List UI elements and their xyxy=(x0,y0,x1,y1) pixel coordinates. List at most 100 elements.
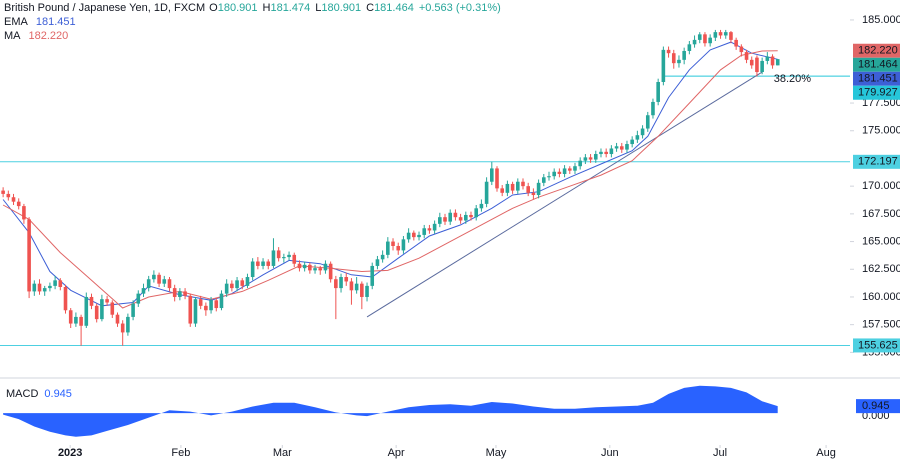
candle-body xyxy=(427,228,432,231)
ema-price-tag xyxy=(853,71,900,86)
macd-tag-label: 0.945 xyxy=(862,400,890,412)
ohlc-letter: H xyxy=(263,2,271,14)
x-tick-label: Jun xyxy=(601,447,619,459)
close-price-tag xyxy=(853,57,900,72)
moving-average-line xyxy=(2,41,778,307)
candle-body xyxy=(89,296,94,306)
candle-body xyxy=(593,154,598,160)
candle-body xyxy=(42,288,47,292)
candle-body xyxy=(666,49,671,54)
candle-body xyxy=(360,283,364,297)
candle-body xyxy=(661,49,666,82)
candle-body xyxy=(68,310,73,324)
candle-body xyxy=(604,151,608,155)
y-tick-label: 160.000 xyxy=(862,291,900,303)
candle-body xyxy=(562,168,567,174)
candle-body xyxy=(723,32,728,36)
candle-body xyxy=(152,274,156,280)
candle-body xyxy=(344,277,349,282)
x-tick-label: 2023 xyxy=(58,447,82,459)
candle-body xyxy=(204,305,208,311)
macd-legend: MACD 0.945 xyxy=(6,388,72,400)
x-tick-label: Aug xyxy=(816,447,836,459)
ma-price-tag-label: 182.220 xyxy=(858,45,898,57)
fib-label: 38.20% xyxy=(774,73,812,85)
candle-body xyxy=(230,283,234,289)
candle-body xyxy=(526,186,530,193)
candle-body xyxy=(567,168,572,171)
candle-body xyxy=(760,60,764,73)
x-tick-label: May xyxy=(486,447,507,459)
candle-body xyxy=(250,261,255,278)
candle-body xyxy=(692,39,697,45)
candle-body xyxy=(354,283,359,291)
change-value: +0.563 (+0.31%) xyxy=(419,2,501,14)
candle-body xyxy=(219,293,224,309)
candle-body xyxy=(105,299,109,303)
candle-body xyxy=(541,177,546,183)
candle-body xyxy=(458,217,463,221)
candle-body xyxy=(770,56,775,66)
candle-body xyxy=(609,148,614,155)
candle-body xyxy=(391,241,395,246)
candle-body xyxy=(417,234,421,238)
ohlc-value: 181.464 xyxy=(374,2,414,14)
candle-body xyxy=(162,279,167,284)
candle-body xyxy=(599,151,603,155)
candle-body xyxy=(619,146,624,150)
candle-body xyxy=(271,250,276,266)
macd-area xyxy=(3,385,778,437)
candle-body xyxy=(245,277,250,286)
indicator-value: 182.220 xyxy=(29,30,69,42)
candle-body xyxy=(775,59,780,66)
candle-body xyxy=(16,201,21,207)
candle-body xyxy=(58,280,63,287)
candle-body xyxy=(422,228,427,235)
candle-body xyxy=(32,283,37,292)
ohlc-value: 180.901 xyxy=(321,2,361,14)
candle-body xyxy=(178,291,182,297)
candle-body xyxy=(578,160,582,167)
macd-tag xyxy=(856,399,900,414)
ohlc-letter: L xyxy=(315,2,321,14)
candle-body xyxy=(469,214,473,218)
symbol-title: British Pound / Japanese Yen, 1D, FXCM xyxy=(4,2,205,14)
ohlc-value: 180.901 xyxy=(218,2,258,14)
ohlc-value: 181.474 xyxy=(270,2,310,14)
candle-body xyxy=(328,263,333,280)
candle-body xyxy=(37,283,42,292)
y-tick-label: 185.000 xyxy=(862,14,900,26)
candle-body xyxy=(115,314,120,324)
candle-body xyxy=(256,261,260,266)
candle-body xyxy=(755,57,759,73)
candle-body xyxy=(266,261,271,266)
candle-body xyxy=(718,32,723,36)
candle-body xyxy=(370,265,375,286)
candle-body xyxy=(74,316,78,324)
candle-body xyxy=(297,263,302,269)
candle-body xyxy=(682,50,686,60)
candle-body xyxy=(640,128,645,136)
ema-price-tag-label: 181.451 xyxy=(858,73,898,85)
chart-legend: British Pound / Japanese Yen, 1D, FXCM O1… xyxy=(4,2,501,14)
close-price-tag-label: 181.464 xyxy=(858,59,898,71)
candle-body xyxy=(110,302,115,315)
candle-body xyxy=(209,300,213,311)
candle-body xyxy=(396,245,401,251)
candle-body xyxy=(739,46,744,53)
candle-body xyxy=(214,300,219,309)
candle-body xyxy=(521,181,525,187)
candle-body xyxy=(557,171,562,174)
candle-body xyxy=(261,261,265,266)
candle-body xyxy=(635,135,640,140)
candle-body xyxy=(464,214,468,221)
candle-body xyxy=(22,206,26,220)
candle-body xyxy=(703,34,707,44)
candle-body xyxy=(131,303,135,317)
candle-body xyxy=(588,157,593,160)
candle-body xyxy=(84,296,89,326)
candle-body xyxy=(583,157,588,161)
candle-body xyxy=(490,168,494,182)
candle-body xyxy=(630,139,634,145)
